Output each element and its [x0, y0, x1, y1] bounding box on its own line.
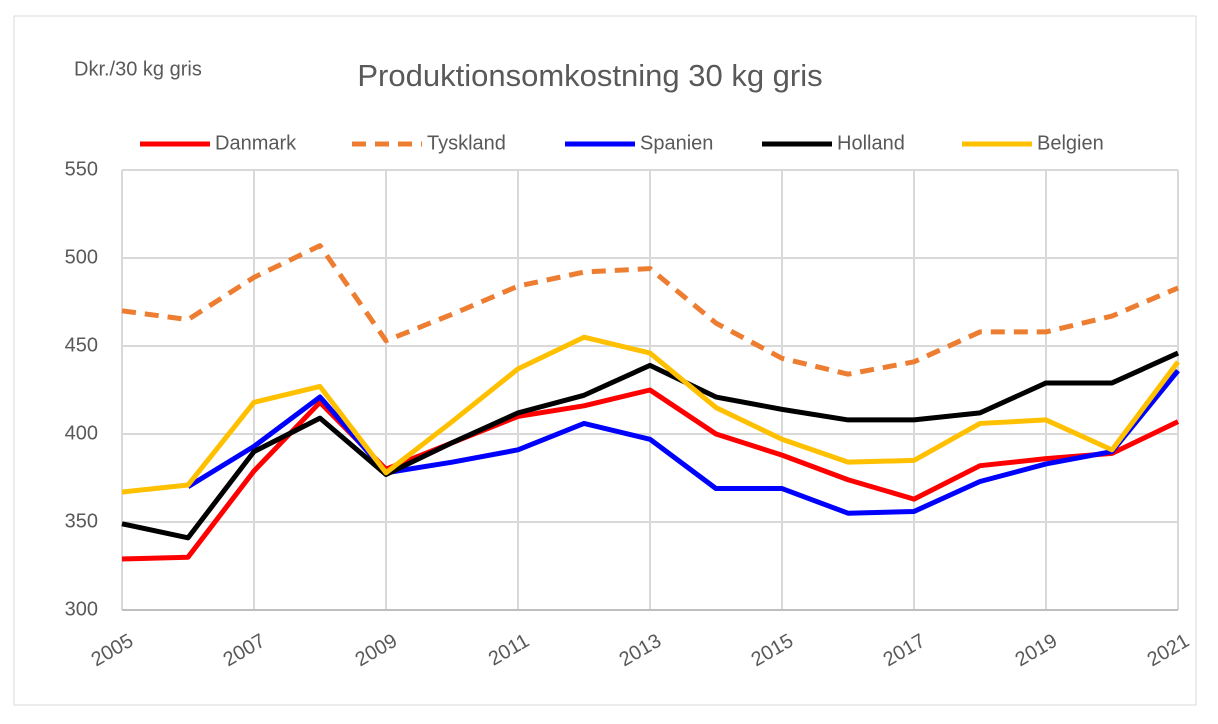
- y-axis-label: Dkr./30 kg gris: [74, 58, 202, 80]
- legend-label: Holland: [837, 132, 905, 154]
- chart-frame: [13, 15, 1197, 706]
- series-line: [186, 369, 1180, 516]
- legend-label: Belgien: [1037, 132, 1104, 154]
- y-tick-label: 450: [65, 334, 98, 356]
- series-line: [121, 350, 1180, 541]
- y-tick-label: 550: [65, 158, 98, 180]
- series-line: [121, 334, 1180, 495]
- legend-label: Tyskland: [427, 132, 506, 154]
- y-tick-label: 400: [65, 422, 98, 444]
- legend-label: Danmark: [215, 132, 297, 154]
- y-tick-label: 300: [65, 598, 98, 620]
- legend-label: Spanien: [640, 132, 713, 154]
- y-tick-label: 500: [65, 246, 98, 268]
- y-tick-label: 350: [65, 510, 98, 532]
- chart-title: Produktionsomkostning 30 kg gris: [357, 58, 822, 93]
- series-line: [121, 387, 1180, 562]
- series-line: [121, 243, 1179, 377]
